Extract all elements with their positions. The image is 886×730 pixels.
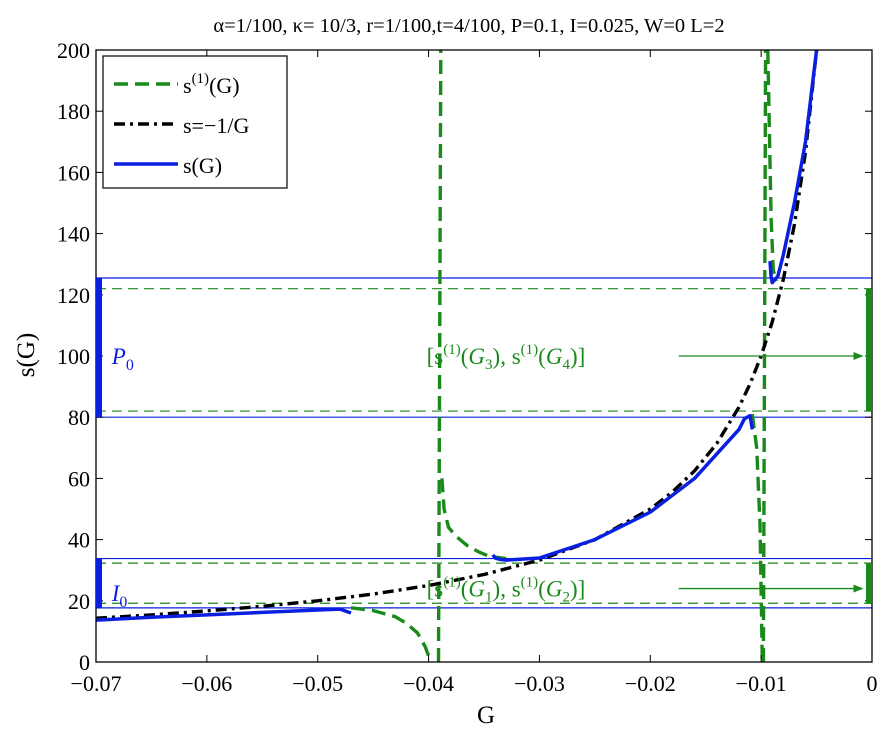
interval-label: [s(1)(G3), s(1)(G4)] — [427, 342, 586, 373]
interval-label: [s(1)(G1), s(1)(G2)] — [427, 575, 586, 606]
series-line — [96, 50, 819, 620]
interval-label: P0 — [111, 344, 134, 374]
y-tick-label: 40 — [68, 528, 90, 553]
x-tick-label: −0.01 — [736, 671, 787, 696]
x-axis-label: G — [477, 702, 495, 729]
legend: s(1)(G) s=−1/G s(G) — [102, 55, 288, 189]
y-tick-label: 100 — [57, 344, 90, 369]
x-tick-label: −0.04 — [403, 671, 454, 696]
series-line — [96, 607, 352, 622]
series-line — [750, 413, 764, 662]
y-tick-label: 80 — [68, 405, 90, 430]
series-line — [491, 413, 755, 562]
y-tick-label: 60 — [68, 466, 90, 491]
series-line — [766, 50, 779, 282]
annotations: P0 I0 [s(1)(G3), s(1)(G4)] [s(1)(G1), s(1)(… — [96, 277, 872, 611]
plot-area — [96, 50, 872, 662]
chart-title: α=1/100, κ= 10/3, r=1/100,t=4/100, P=0.1… — [213, 15, 724, 37]
x-tick-label: −0.07 — [71, 671, 122, 696]
legend-label: s(1)(G) — [183, 71, 240, 98]
series-line — [436, 50, 443, 662]
x-tick-label: −0.05 — [292, 671, 343, 696]
legend-label: s(G) — [183, 153, 222, 178]
y-tick-label: 120 — [57, 283, 90, 308]
x-tick-label: −0.03 — [514, 671, 565, 696]
legend-label: s=−1/G — [183, 113, 249, 138]
y-tick-label: 0 — [79, 650, 90, 675]
x-tick-label: −0.02 — [625, 671, 676, 696]
y-tick-label: 140 — [57, 222, 90, 247]
series-line — [440, 478, 507, 561]
y-tick-label: 20 — [68, 589, 90, 614]
y-tick-label: 200 — [57, 38, 90, 63]
series-line — [768, 50, 819, 285]
legend-box — [102, 55, 288, 189]
series-line — [350, 606, 433, 662]
y-axis-label: s(G) — [13, 333, 40, 377]
interval-label: I0 — [111, 581, 128, 611]
y-tick-label: 160 — [57, 160, 90, 185]
y-tick-label: 180 — [57, 99, 90, 124]
x-tick-label: −0.06 — [181, 671, 232, 696]
x-tick-label: 0 — [867, 671, 878, 696]
